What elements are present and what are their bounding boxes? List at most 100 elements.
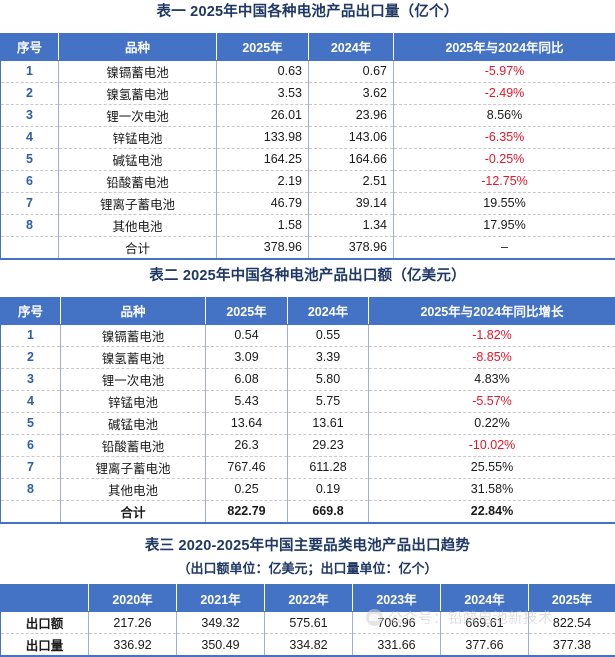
- cell-yoy: 0.22%: [369, 412, 615, 434]
- cell-variety: 铅酸蓄电池: [59, 170, 217, 192]
- cell-row-label: 出口量: [1, 634, 89, 657]
- cell-yoy: 31.58%: [369, 478, 615, 500]
- cell-variety: 锌锰电池: [59, 126, 217, 148]
- cell-value-2025: 0.54: [206, 324, 288, 346]
- cell-value: 217.26: [89, 612, 177, 634]
- cell-value-2025: 0.63: [217, 60, 309, 82]
- col-header-variety: 品种: [61, 297, 206, 324]
- cell-index: 7: [1, 456, 61, 478]
- cell-index: 1: [1, 324, 61, 346]
- table-two-title: 表二 2025年中国各种电池产品出口额（亿美元）: [0, 264, 615, 297]
- cell-variety: 碱锰电池: [61, 412, 206, 434]
- cell-index: 2: [1, 346, 61, 368]
- cell-variety: 其他电池: [61, 478, 206, 500]
- cell-value: 377.38: [529, 634, 615, 657]
- col-header-corner: [1, 585, 89, 612]
- col-header-2023: 2023年: [353, 585, 441, 612]
- cell-variety: 镍氢蓄电池: [61, 346, 206, 368]
- cell-value-2025: 164.25: [217, 148, 309, 170]
- cell-yoy: 4.83%: [369, 368, 615, 390]
- cell-value-2025: 133.98: [217, 126, 309, 148]
- col-header-yoy-growth: 2025年与2024年同比增长: [369, 297, 615, 324]
- cell-yoy: 19.55%: [394, 192, 615, 214]
- cell-variety: 锂一次电池: [59, 104, 217, 126]
- cell-value: 350.49: [177, 634, 265, 657]
- cell-yoy: -10.02%: [369, 434, 615, 456]
- cell-yoy: 17.95%: [394, 214, 615, 236]
- cell-value-2024: 143.06: [309, 126, 394, 148]
- cell-yoy: -2.49%: [394, 82, 615, 104]
- cell-index: [1, 236, 59, 259]
- cell-value-2025: 26.01: [217, 104, 309, 126]
- cell-value: 822.54: [529, 612, 615, 634]
- cell-value: 336.92: [89, 634, 177, 657]
- col-header-2024: 2024年: [288, 297, 369, 324]
- cell-variety: 镍镉蓄电池: [59, 60, 217, 82]
- cell-index: 3: [1, 368, 61, 390]
- col-header-yoy: 2025年与2024年同比: [394, 33, 615, 60]
- cell-value-2025: 1.58: [217, 214, 309, 236]
- cell-value-2025: 13.64: [206, 412, 288, 434]
- cell-variety: 其他电池: [59, 214, 217, 236]
- cell-value-2025: 3.09: [206, 346, 288, 368]
- table-two-block: 表二 2025年中国各种电池产品出口额（亿美元） 序号 品种 2025年 202…: [0, 264, 615, 524]
- cell-value-2024: 13.61: [288, 412, 369, 434]
- table-three-header-row: 2020年 2021年 2022年 2023年 2024年 2025年: [1, 585, 615, 612]
- cell-index: 5: [1, 148, 59, 170]
- cell-value-2024: 23.96: [309, 104, 394, 126]
- cell-index: 6: [1, 170, 59, 192]
- cell-value-2024: 0.19: [288, 478, 369, 500]
- cell-index: 4: [1, 126, 59, 148]
- cell-yoy: -6.35%: [394, 126, 615, 148]
- col-header-2020: 2020年: [89, 585, 177, 612]
- cell-yoy: 8.56%: [394, 104, 615, 126]
- col-header-2024: 2024年: [309, 33, 394, 60]
- cell-value: 377.66: [441, 634, 529, 657]
- cell-yoy: -1.82%: [369, 324, 615, 346]
- cell-value-2025: 6.08: [206, 368, 288, 390]
- table-three-subtitle: （出口额单位：亿美元；出口量单位：亿个）: [0, 560, 615, 585]
- table-one-title: 表一 2025年中国各种电池产品出口量（亿个）: [0, 0, 615, 33]
- table-one-block: 表一 2025年中国各种电池产品出口量（亿个） 序号 品种 2025年 2024…: [0, 0, 615, 260]
- table-three-title: 表三 2020-2025年中国主要品类电池产品出口趋势: [0, 534, 615, 560]
- col-header-2025: 2025年: [529, 585, 615, 612]
- cell-value-2024: 39.14: [309, 192, 394, 214]
- cell-yoy: -8.85%: [369, 346, 615, 368]
- cell-variety: 碱锰电池: [59, 148, 217, 170]
- cell-value: 349.32: [177, 612, 265, 634]
- cell-variety: 合计: [59, 236, 217, 259]
- cell-yoy: –: [394, 236, 615, 259]
- col-header-variety: 品种: [59, 33, 217, 60]
- cell-value-2025: 5.43: [206, 390, 288, 412]
- cell-value-2024: 5.75: [288, 390, 369, 412]
- cell-yoy: -12.75%: [394, 170, 615, 192]
- col-header-index: 序号: [1, 297, 61, 324]
- cell-yoy: 22.84%: [369, 500, 615, 523]
- col-header-index: 序号: [1, 33, 59, 60]
- cell-index: 1: [1, 60, 59, 82]
- cell-index: 5: [1, 412, 61, 434]
- cell-yoy: -5.57%: [369, 390, 615, 412]
- cell-index: 2: [1, 82, 59, 104]
- cell-value-2024: 669.8: [288, 500, 369, 523]
- cell-index: 3: [1, 104, 59, 126]
- cell-variety: 镍氢蓄电池: [59, 82, 217, 104]
- cell-yoy: -5.97%: [394, 60, 615, 82]
- cell-variety: 铅酸蓄电池: [61, 434, 206, 456]
